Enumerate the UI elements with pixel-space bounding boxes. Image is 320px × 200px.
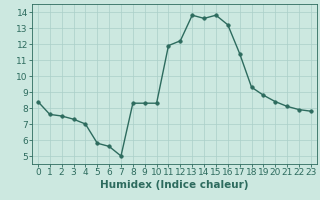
X-axis label: Humidex (Indice chaleur): Humidex (Indice chaleur) — [100, 180, 249, 190]
